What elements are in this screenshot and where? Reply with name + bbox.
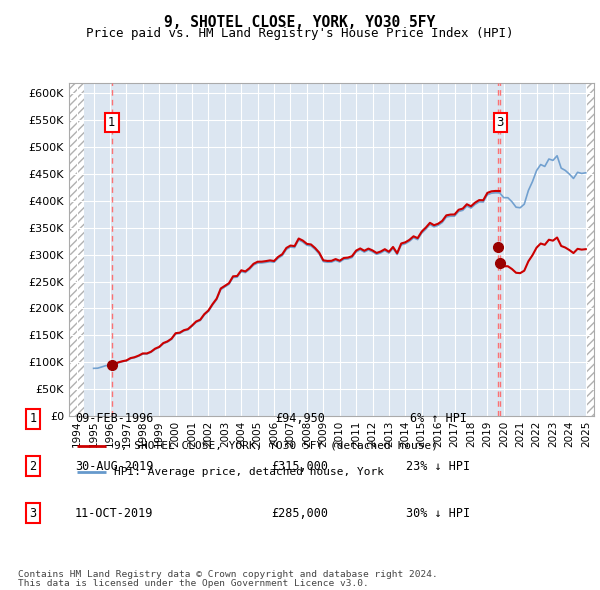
Text: 30-AUG-2019: 30-AUG-2019 [75, 460, 153, 473]
Text: £315,000: £315,000 [271, 460, 329, 473]
Text: HPI: Average price, detached house, York: HPI: Average price, detached house, York [114, 467, 384, 477]
Text: £285,000: £285,000 [271, 507, 329, 520]
Text: 3: 3 [497, 116, 504, 129]
Text: This data is licensed under the Open Government Licence v3.0.: This data is licensed under the Open Gov… [18, 579, 369, 588]
Bar [587, 83, 594, 416]
Text: 1: 1 [29, 412, 37, 425]
Text: 23% ↓ HPI: 23% ↓ HPI [406, 460, 470, 473]
Text: 6% ↑ HPI: 6% ↑ HPI [409, 412, 467, 425]
Text: 30% ↓ HPI: 30% ↓ HPI [406, 507, 470, 520]
Text: 9, SHOTEL CLOSE, YORK, YO30 5FY: 9, SHOTEL CLOSE, YORK, YO30 5FY [164, 15, 436, 30]
Text: 3: 3 [29, 507, 37, 520]
Text: 1: 1 [108, 116, 116, 129]
Text: £94,950: £94,950 [275, 412, 325, 425]
Text: Contains HM Land Registry data © Crown copyright and database right 2024.: Contains HM Land Registry data © Crown c… [18, 571, 438, 579]
Text: 2: 2 [29, 460, 37, 473]
Text: Price paid vs. HM Land Registry's House Price Index (HPI): Price paid vs. HM Land Registry's House … [86, 27, 514, 40]
Text: 09-FEB-1996: 09-FEB-1996 [75, 412, 153, 425]
Bar [69, 83, 84, 416]
Text: 9, SHOTEL CLOSE, YORK, YO30 5FY (detached house): 9, SHOTEL CLOSE, YORK, YO30 5FY (detache… [114, 441, 438, 451]
Text: 11-OCT-2019: 11-OCT-2019 [75, 507, 153, 520]
